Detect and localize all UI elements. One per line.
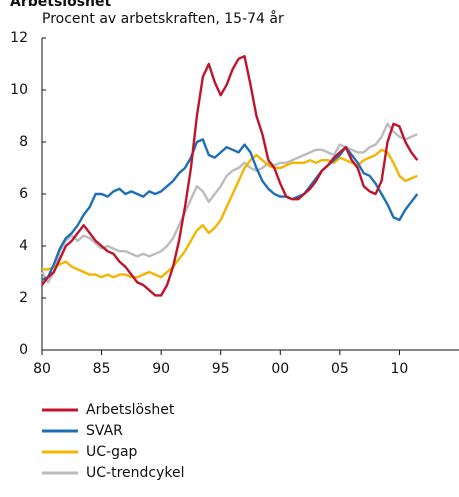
y-tick-label: 4 — [19, 238, 28, 254]
y-tick-label: 6 — [19, 186, 28, 202]
x-tick-label: 10 — [391, 361, 409, 377]
x-tick-label: 80 — [33, 361, 51, 377]
x-tick-label: 90 — [152, 361, 170, 377]
y-tick-label: 2 — [19, 290, 28, 306]
legend-label: Arbetslöshet — [86, 402, 175, 418]
y-tick-label: 8 — [19, 134, 28, 150]
series-line — [41, 138, 419, 281]
x-tick-label: 05 — [331, 361, 349, 377]
x-tick-label: 95 — [212, 361, 230, 377]
chart-subtitle: Procent av arbetskraften, 15-74 år — [42, 10, 284, 27]
legend-label: UC-gap — [86, 444, 138, 460]
chart-title: Arbetslöshet — [10, 0, 111, 10]
y-tick-label: 12 — [10, 30, 28, 46]
x-tick-label: 85 — [93, 361, 111, 377]
legend-label: SVAR — [86, 423, 123, 439]
series-line — [41, 55, 419, 297]
legend-label: UC-trendcykel — [86, 465, 184, 481]
x-tick-label: 00 — [271, 361, 289, 377]
y-tick-label: 10 — [10, 82, 28, 98]
y-tick-label: 0 — [19, 342, 28, 358]
